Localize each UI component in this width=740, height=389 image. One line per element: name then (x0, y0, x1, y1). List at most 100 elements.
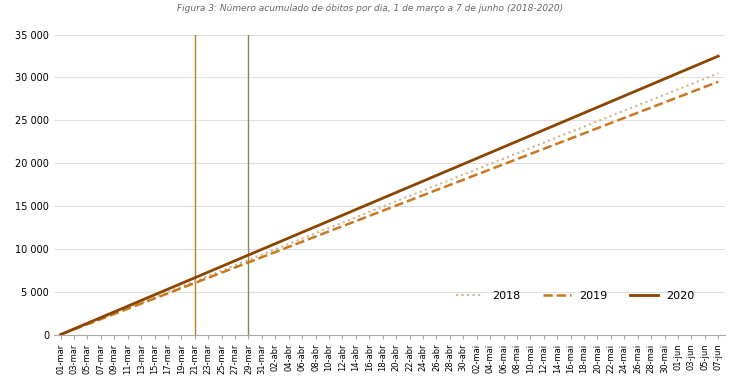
Line: 2019: 2019 (61, 82, 719, 335)
2019 (96, 317, 105, 321)
2018 (96, 316, 105, 321)
2019 (660, 100, 669, 105)
2018 (70, 327, 78, 331)
2019 (258, 255, 266, 259)
2019 (352, 219, 360, 223)
2019 (687, 90, 696, 95)
2018 (83, 322, 92, 326)
2019 (701, 84, 710, 89)
2020 (633, 88, 642, 93)
2020 (714, 54, 723, 58)
2018 (164, 289, 172, 294)
2018 (701, 76, 710, 81)
2020 (218, 264, 226, 269)
2019 (231, 265, 240, 270)
2019 (70, 327, 78, 332)
2018 (56, 332, 65, 337)
2018 (620, 108, 629, 113)
2018 (714, 71, 723, 75)
2019 (485, 167, 494, 172)
2019 (83, 322, 92, 327)
2019 (593, 126, 602, 130)
2020 (607, 99, 616, 104)
2019 (190, 280, 199, 285)
2019 (284, 245, 293, 249)
2020 (177, 281, 186, 286)
2018 (607, 114, 616, 118)
2020 (190, 275, 199, 280)
2020 (244, 253, 253, 258)
2020 (405, 184, 414, 189)
2018 (472, 167, 481, 172)
2018 (284, 242, 293, 246)
2018 (526, 145, 535, 150)
2020 (445, 167, 454, 172)
2020 (258, 247, 266, 252)
2018 (391, 199, 400, 203)
2019 (579, 131, 588, 136)
2019 (553, 141, 562, 146)
2018 (566, 130, 575, 134)
2019 (271, 250, 280, 254)
2019 (110, 312, 118, 316)
2019 (566, 136, 575, 141)
2019 (647, 105, 656, 110)
2018 (231, 263, 240, 268)
2018 (553, 135, 562, 140)
2020 (83, 321, 92, 326)
2018 (633, 103, 642, 108)
2019 (338, 224, 347, 229)
2018 (378, 204, 387, 209)
2019 (150, 296, 159, 301)
2020 (150, 293, 159, 297)
2020 (365, 202, 374, 206)
2020 (485, 151, 494, 155)
2020 (647, 82, 656, 87)
2020 (539, 128, 548, 132)
2018 (419, 188, 428, 193)
2018 (513, 151, 522, 156)
2019 (325, 229, 334, 234)
2019 (137, 301, 146, 306)
2018 (365, 210, 374, 214)
2020 (352, 207, 360, 212)
2020 (673, 71, 682, 75)
2018 (244, 258, 253, 262)
2018 (204, 273, 212, 278)
2018 (338, 220, 347, 225)
2018 (445, 178, 454, 182)
2018 (177, 284, 186, 289)
2020 (432, 173, 441, 178)
2019 (365, 214, 374, 218)
2019 (164, 291, 172, 296)
2020 (687, 65, 696, 70)
2019 (405, 198, 414, 203)
2019 (526, 152, 535, 156)
2020 (284, 236, 293, 240)
2018 (150, 295, 159, 300)
2018 (673, 87, 682, 92)
2019 (177, 286, 186, 291)
2018 (459, 172, 468, 177)
2020 (701, 60, 710, 64)
2020 (231, 258, 240, 263)
2020 (164, 287, 172, 291)
2018 (593, 119, 602, 124)
2020 (660, 77, 669, 81)
2020 (553, 122, 562, 127)
Line: 2020: 2020 (61, 56, 719, 335)
2019 (539, 147, 548, 151)
2018 (218, 268, 226, 273)
2018 (432, 183, 441, 187)
2019 (218, 270, 226, 275)
2018 (647, 98, 656, 102)
2018 (485, 162, 494, 166)
2019 (513, 157, 522, 161)
2020 (620, 93, 629, 98)
2018 (687, 82, 696, 86)
2018 (352, 215, 360, 220)
2019 (633, 110, 642, 115)
2018 (110, 311, 118, 315)
Legend: 2018, 2019, 2020: 2018, 2019, 2020 (451, 286, 699, 305)
2019 (378, 209, 387, 213)
